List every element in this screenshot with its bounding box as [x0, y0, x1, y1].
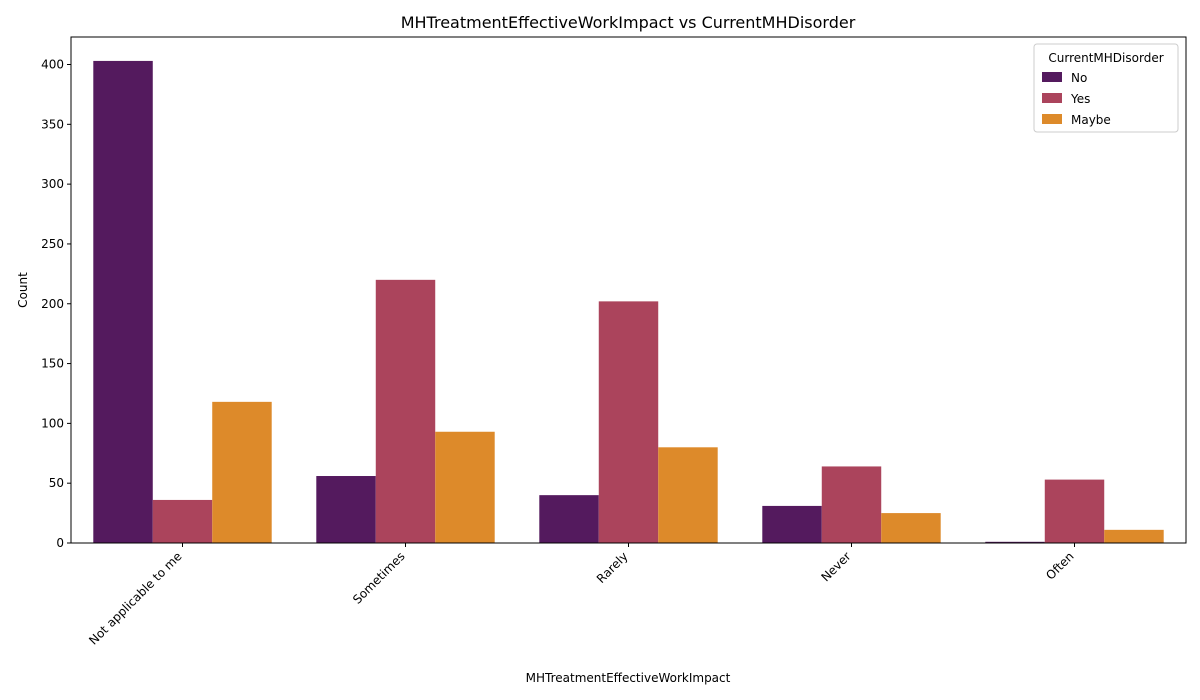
legend-title: CurrentMHDisorder [1048, 51, 1163, 65]
x-tick-label: Not applicable to me [86, 549, 184, 647]
x-axis: Not applicable to me Sometimes Rarely Never… [86, 543, 1077, 648]
bar-maybe-2 [658, 447, 718, 543]
x-tick-label: Never [818, 549, 853, 584]
legend-swatch-maybe [1042, 114, 1062, 124]
y-tick-label: 300 [41, 177, 64, 191]
y-axis-label: Count [16, 272, 30, 308]
legend-label-yes: Yes [1070, 92, 1090, 106]
bar-yes-3 [821, 466, 882, 543]
y-tick-label: 200 [41, 297, 64, 311]
chart-title: MHTreatmentEffectiveWorkImpact vs Curren… [401, 13, 856, 32]
bar-no-4 [985, 541, 1045, 543]
bar-no-0 [93, 60, 153, 544]
legend-swatch-no [1042, 72, 1062, 82]
bar-no-1 [316, 476, 376, 543]
x-tick-label: Often [1043, 549, 1076, 582]
legend: CurrentMHDisorder No Yes Maybe [1033, 43, 1179, 133]
y-axis: 0 50 100 150 200 250 300 350 400 [41, 58, 71, 550]
bar-no-3 [762, 505, 822, 543]
bar-yes-4 [1044, 479, 1105, 543]
legend-label-no: No [1071, 71, 1087, 85]
bar-maybe-0 [212, 401, 272, 543]
x-axis-label: MHTreatmentEffectiveWorkImpact [526, 671, 731, 685]
bars-group [93, 60, 1164, 544]
y-tick-label: 0 [56, 536, 64, 550]
bar-maybe-3 [881, 513, 941, 543]
plot-frame [70, 36, 1187, 544]
legend-swatch-yes [1042, 93, 1062, 103]
y-tick-label: 350 [41, 117, 64, 131]
x-tick-label: Sometimes [350, 549, 408, 607]
bar-no-2 [539, 495, 599, 543]
y-tick-label: 150 [41, 357, 64, 371]
legend-label-maybe: Maybe [1071, 113, 1111, 127]
y-tick-label: 50 [49, 476, 64, 490]
bar-yes-1 [375, 279, 436, 543]
bar-yes-2 [598, 301, 659, 543]
y-tick-label: 250 [41, 237, 64, 251]
bar-yes-0 [152, 499, 213, 543]
y-tick-label: 400 [41, 58, 64, 72]
bar-maybe-1 [435, 431, 495, 543]
x-tick-label: Rarely [594, 549, 631, 586]
bar-maybe-4 [1104, 529, 1164, 543]
y-tick-label: 100 [41, 416, 64, 430]
legend-box [1033, 43, 1179, 133]
